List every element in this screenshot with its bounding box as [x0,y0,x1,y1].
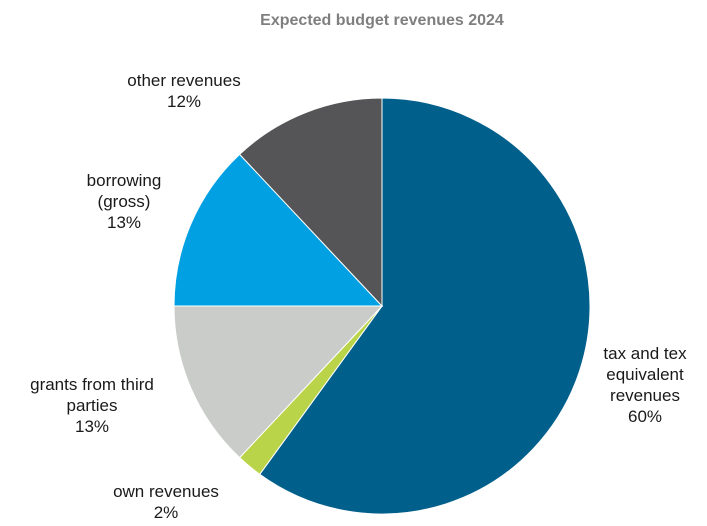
slice-name-line: parties [66,396,117,415]
slice-label-3: grants from third parties 13% [30,375,154,436]
slice-name-line: tax and tex [603,344,687,363]
slice-label-1: tax and tex equivalent revenues 60% [603,344,687,426]
slice-value-label: 13% [75,417,109,436]
pie-slice-1 [259,97,591,515]
slice-label-2: own revenues 2% [113,482,219,522]
slice-name-line: borrowing [87,171,162,190]
slice-name-line: grants from third [30,375,154,394]
slice-name-line: own revenues [113,482,219,501]
pie-slice-5 [238,97,383,308]
pie-slice-3 [173,305,384,459]
slice-name-line: equivalent [606,365,684,384]
pie-labels: tax and tex equivalent revenues 60% own reve… [30,71,687,522]
slice-name-line: (gross) [98,192,151,211]
slice-value-label: 13% [107,213,141,232]
slice-value-label: 60% [628,407,662,426]
slice-name-line: other revenues [127,71,240,90]
slice-label-4: borrowing (gross) 13% [87,171,162,232]
slice-name-line: revenues [610,386,680,405]
pie-slice-4 [173,153,384,307]
slice-value-label: 2% [154,503,179,522]
chart-title: Expected budget revenues 2024 [260,12,504,29]
slice-value-label: 12% [167,92,201,111]
slice-label-5: other revenues 12% [127,71,240,111]
pie-slices [173,97,591,515]
